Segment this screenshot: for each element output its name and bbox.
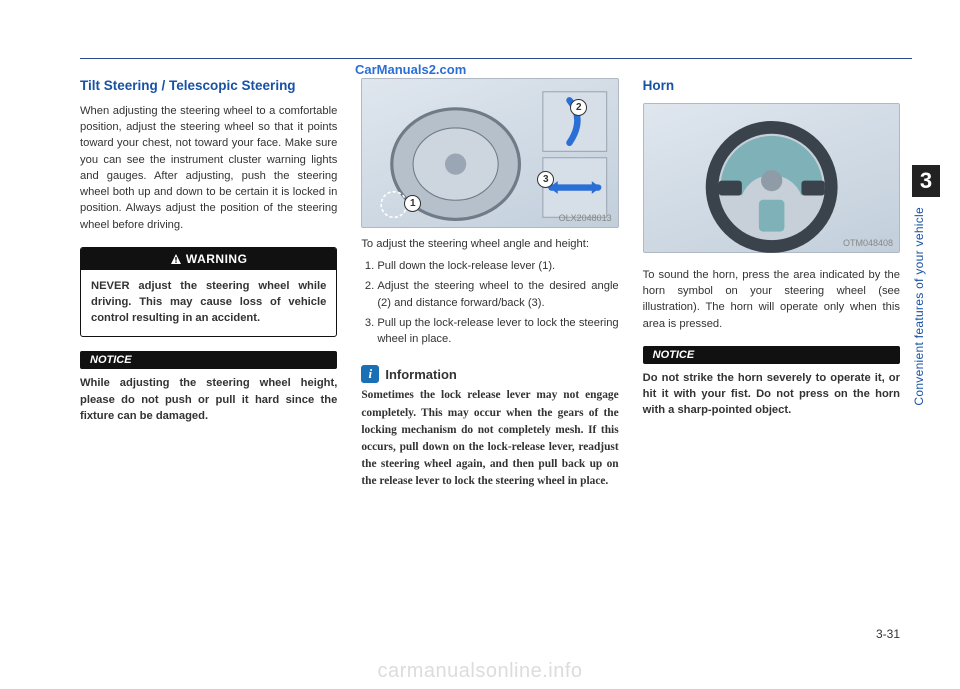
column-3: Horn OTM048408 To sound the horn, press … [643, 78, 900, 618]
warning-triangle-icon [170, 253, 182, 265]
notice-body-2: Do not strike the horn severely to opera… [643, 370, 900, 419]
top-rule [80, 58, 912, 59]
information-label: Information [385, 367, 457, 382]
notice-label-1: NOTICE [80, 351, 337, 369]
column-1: Tilt Steering / Telescopic Steering When… [80, 78, 337, 618]
section-title-horn: Horn [643, 78, 900, 95]
manual-page: CarManuals2.com Tilt Steering / Telescop… [0, 0, 960, 689]
columns: Tilt Steering / Telescopic Steering When… [80, 78, 900, 618]
information-header: i Information [361, 365, 618, 383]
adjust-steps: Pull down the lock-release lever (1). Ad… [361, 258, 618, 351]
watermark-bottom: carmanualsonline.info [377, 660, 582, 683]
step-2: Adjust the steering wheel to the desired… [377, 278, 618, 310]
warning-box: WARNING NEVER adjust the steering wheel … [80, 247, 337, 338]
step-1: Pull down the lock-release lever (1). [377, 258, 618, 274]
notice-body-1: While adjusting the steering wheel heigh… [80, 375, 337, 424]
figure-steering-adjust: 1 2 3 OLX2048013 [361, 78, 618, 228]
information-body: Sometimes the lock release lever may not… [361, 387, 618, 490]
chapter-number: 3 [912, 165, 940, 197]
horn-body: To sound the horn, press the area indica… [643, 267, 900, 332]
tilt-body: When adjusting the steering wheel to a c… [80, 103, 337, 233]
column-2: 1 2 3 OLX2048013 To adjust the steering … [361, 78, 618, 618]
page-number: 3-31 [876, 627, 900, 641]
step-3: Pull up the lock-release lever to lock t… [377, 315, 618, 347]
warning-label: WARNING [186, 252, 248, 266]
figure-horn: OTM048408 [643, 103, 900, 253]
figure-code-1: OLX2048013 [559, 213, 612, 223]
figure-code-2: OTM048408 [843, 238, 893, 248]
information-icon: i [361, 365, 379, 383]
chapter-side-label: Convenient features of your vehicle [912, 207, 926, 406]
chapter-tab: 3 Convenient features of your vehicle [912, 165, 940, 406]
section-title-tilt: Tilt Steering / Telescopic Steering [80, 78, 337, 95]
warning-header: WARNING [81, 248, 336, 270]
notice-label-2: NOTICE [643, 346, 900, 364]
watermark-top: CarManuals2.com [355, 62, 466, 77]
warning-body: NEVER adjust the steering wheel while dr… [81, 270, 336, 337]
